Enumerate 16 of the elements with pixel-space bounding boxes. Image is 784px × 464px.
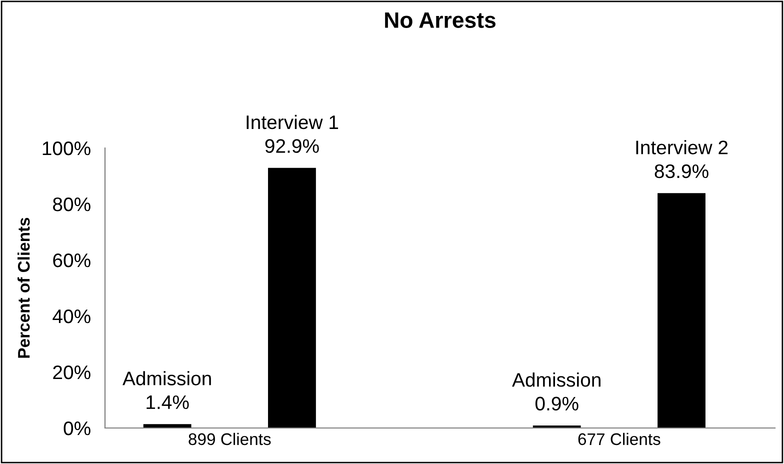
y-tick-label: 40% xyxy=(52,309,90,324)
y-axis-title: Percent of Clients xyxy=(18,218,30,358)
data-label: Admission 0.9% xyxy=(512,372,600,411)
bar xyxy=(658,193,706,428)
y-tick-label: 20% xyxy=(53,365,90,380)
x-tick-label: 899 Clients xyxy=(188,432,271,446)
y-tick-label: 80% xyxy=(53,197,90,212)
y-tick-label: 100% xyxy=(42,141,90,156)
data-label: Interview 2 83.9% xyxy=(636,140,728,178)
data-label: Interview 1 92.9% xyxy=(246,114,338,153)
chart-title: No Arrests xyxy=(385,12,496,28)
y-tick-label: 60% xyxy=(53,253,90,268)
x-tick-label: 677 Clients xyxy=(578,432,660,446)
data-label: Admission 1.4% xyxy=(122,371,211,410)
y-tick-label: 0% xyxy=(64,421,90,436)
bar xyxy=(268,168,316,428)
